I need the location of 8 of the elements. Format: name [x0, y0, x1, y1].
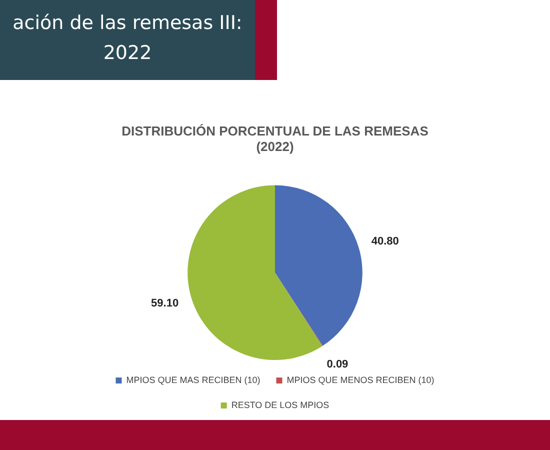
data-label: 59.10: [151, 298, 179, 310]
legend-label: MPIOS QUE MENOS RECIBEN (10): [286, 374, 434, 385]
text: ación de las remesas III: 2022: [12, 11, 244, 66]
data-label: 0.09: [326, 358, 348, 370]
legend-label: RESTO DE LOS MPIOS: [231, 400, 330, 410]
data-label: 40.80: [371, 235, 399, 248]
legend-label: MPIOS QUE MAS RECIBEN (10): [126, 374, 260, 385]
chart-title: DISTRIBUCIÓN PORCENTUAL DE LAS REMESAS (2022): [122, 123, 429, 154]
